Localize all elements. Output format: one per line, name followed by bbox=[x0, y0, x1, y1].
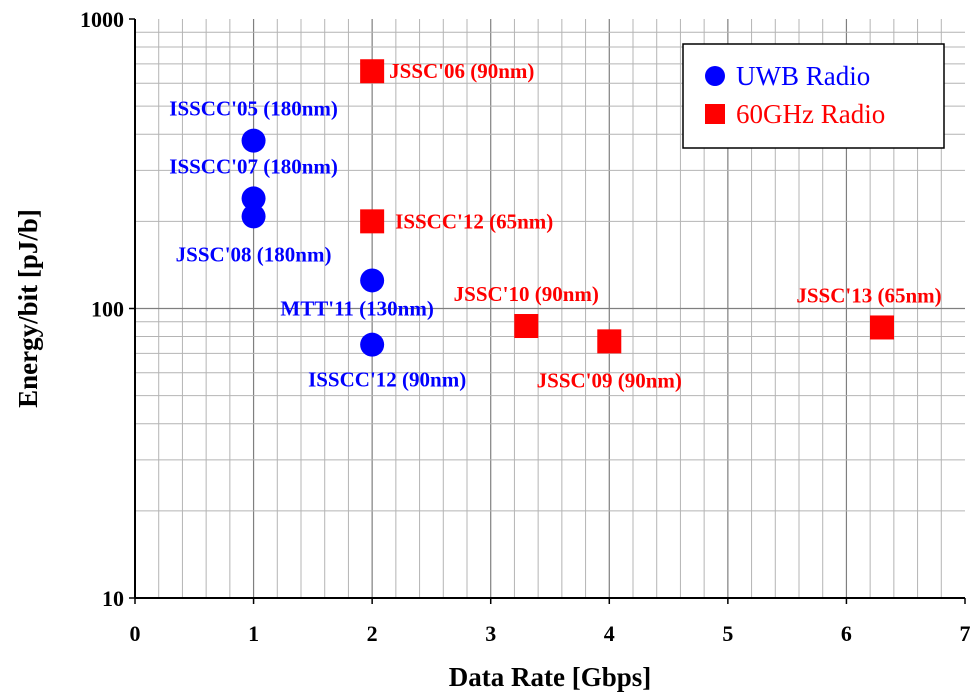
x-tick-label: 5 bbox=[722, 621, 733, 646]
tick-labels: 0 1 2 3 4 5 6 7 10 100 1000 bbox=[80, 7, 971, 646]
point-label-jssc-09-90nm: JSSC'09 (90nm) bbox=[537, 368, 682, 392]
point-label-isscc-05-180nm: ISSCC'05 (180nm) bbox=[169, 97, 338, 121]
point-label-isscc-12-90nm: ISSCC'12 (90nm) bbox=[308, 368, 466, 392]
uwb-radio-point bbox=[360, 268, 385, 293]
x-tick-label: 1 bbox=[248, 621, 259, 646]
point-label-jssc-06-90nm: JSSC'06 (90nm) bbox=[389, 59, 534, 83]
point-labels: ISSCC'05 (180nm) ISSCC'07 (180nm) JSSC'08 … bbox=[169, 59, 941, 392]
y-tick-label: 100 bbox=[91, 297, 124, 322]
y-tick-label: 10 bbox=[102, 586, 124, 611]
60ghz-radio-point bbox=[360, 209, 385, 234]
x-tick-label: 3 bbox=[485, 621, 496, 646]
y-tick-label: 1000 bbox=[80, 7, 124, 32]
uwb-radio-point bbox=[241, 186, 266, 211]
legend-marker-uwb-radio bbox=[705, 66, 725, 86]
x-tick-label: 2 bbox=[367, 621, 378, 646]
y-axis-label: Energy/bit [pJ/b] bbox=[13, 209, 43, 408]
uwb-radio-point bbox=[360, 332, 385, 357]
point-label-jssc-08-180nm: JSSC'08 (180nm) bbox=[176, 242, 332, 266]
x-tick-label: 4 bbox=[604, 621, 615, 646]
60ghz-radio-point bbox=[870, 315, 894, 340]
uwb-radio-point bbox=[241, 128, 266, 153]
x-axis-label: Data Rate [Gbps] bbox=[449, 662, 652, 692]
60ghz-radio-point bbox=[514, 314, 539, 339]
point-label-jssc-13-65nm: JSSC'13 (65nm) bbox=[796, 283, 941, 307]
legend-marker-60ghz-radio bbox=[705, 104, 725, 124]
x-tick-label: 7 bbox=[960, 621, 971, 646]
legend-label-60ghz-radio: 60GHz Radio bbox=[736, 99, 885, 129]
grid-layer bbox=[135, 19, 965, 598]
data-points bbox=[241, 59, 894, 357]
point-label-jssc-10-90nm: JSSC'10 (90nm) bbox=[454, 282, 599, 306]
legend-label-uwb-radio: UWB Radio bbox=[736, 61, 870, 91]
point-label-mtt-11-130nm: MTT'11 (130nm) bbox=[280, 296, 433, 320]
x-tick-label: 6 bbox=[841, 621, 852, 646]
x-tick-label: 0 bbox=[130, 621, 141, 646]
point-label-isscc-12-65nm: ISSCC'12 (65nm) bbox=[395, 209, 553, 233]
60ghz-radio-point bbox=[597, 329, 622, 354]
legend-box bbox=[682, 43, 945, 149]
axes-layer bbox=[129, 18, 966, 604]
legend: UWB Radio 60GHz Radio bbox=[682, 43, 945, 149]
point-label-isscc-07-180nm: ISSCC'07 (180nm) bbox=[169, 154, 338, 178]
60ghz-radio-point bbox=[360, 59, 385, 84]
uwb-radio-point bbox=[241, 204, 266, 229]
